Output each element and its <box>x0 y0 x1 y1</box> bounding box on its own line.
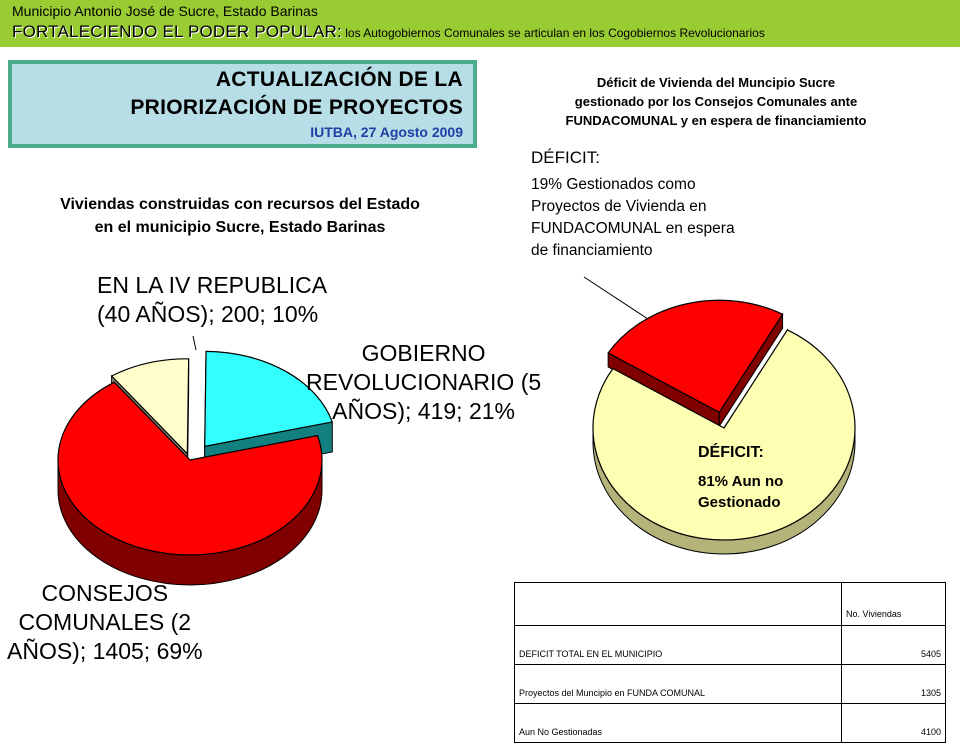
slice-label-iv-line-2: (40 AÑOS); 200; 10% <box>97 301 319 327</box>
pie-slice <box>204 350 334 448</box>
right-title-line-2: gestionado por los Consejos Comunales an… <box>574 94 858 109</box>
table-cell-label: DEFICIT TOTAL EN EL MUNICIPIO <box>514 625 842 665</box>
deficit-managed-line-2: Proyectos de Vivienda en <box>531 198 707 215</box>
deficit-table: No. Viviendas DEFICIT TOTAL EN EL MUNICI… <box>514 582 946 743</box>
table-cell-value: 4100 <box>841 703 946 743</box>
pie-slice <box>592 329 856 541</box>
pie-charts-svg <box>57 276 856 586</box>
table-cell-label: Aun No Gestionadas <box>514 703 842 743</box>
slice-label-cc-line-3: AÑOS); 1405; 69% <box>7 638 203 664</box>
title-box: ACTUALIZACIÓN DE LA PRIORIZACIÓN DE PROY… <box>8 60 477 148</box>
header-slogan: FORTALECIENDO EL PODER POPULAR: los Auto… <box>12 22 765 42</box>
header-bar: Municipio Antonio José de Sucre, Estado … <box>0 0 960 47</box>
slice-label-cc-line-1: CONSEJOS <box>41 580 169 606</box>
pie-slice <box>607 299 784 414</box>
deficit-managed-line-1: 19% Gestionados como <box>531 176 696 193</box>
right-pie-chart <box>592 299 856 555</box>
deficit-unmanaged-line-1: 81% Aun no <box>698 473 784 490</box>
table-cell-value: 1305 <box>841 664 946 704</box>
pie-slice <box>110 358 190 456</box>
right-title-line-1: Déficit de Vivienda del Muncipio Sucre <box>596 75 836 90</box>
title-line-2: PRIORIZACIÓN DE PROYECTOS <box>130 96 463 119</box>
deficit-managed-label: DÉFICIT: 19% Gestionados como Proyectos … <box>531 148 801 262</box>
slice-label-consejos: CONSEJOS COMUNALES (2 AÑOS); 1405; 69% <box>7 579 203 666</box>
table-header-row: No. Viviendas <box>514 582 946 626</box>
slice-label-gob-line-1: GOBIERNO <box>361 340 486 366</box>
header-slogan-rest: los Autogobiernos Comunales se articulan… <box>341 26 765 40</box>
slice-label-gobierno: GOBIERNO REVOLUCIONARIO (5 AÑOS); 419; 2… <box>306 339 541 426</box>
table-row: Proyectos del Muncipio en FUNDA COMUNAL … <box>514 664 946 704</box>
table-header-cell: No. Viviendas <box>841 582 946 626</box>
pie-slice <box>57 381 323 556</box>
slice-label-gob-line-2: REVOLUCIONARIO (5 <box>306 369 542 395</box>
slice-label-iv-line-1: EN LA IV REPUBLICA <box>97 272 328 298</box>
deficit-unmanaged-heading: DÉFICIT: <box>698 444 764 461</box>
header-slogan-strong: FORTALECIENDO EL PODER POPULAR: <box>12 22 342 41</box>
slice-label-cc-line-2: COMUNALES (2 <box>18 609 192 635</box>
right-chart-title: Déficit de Vivienda del Muncipio Sucre g… <box>516 73 916 130</box>
deficit-unmanaged-label: DÉFICIT: 81% Aun no Gestionado <box>698 444 783 513</box>
slice-label-iv-republica: EN LA IV REPUBLICA (40 AÑOS); 200; 10% <box>97 271 327 329</box>
table-row: DEFICIT TOTAL EN EL MUNICIPIO 5405 <box>514 625 946 665</box>
deficit-managed-line-3: FUNDACOMUNAL en espera <box>531 220 735 237</box>
slice-label-gob-line-3: AÑOS); 419; 21% <box>332 398 515 424</box>
iv-leader-line <box>192 335 197 351</box>
left-pie-chart <box>57 350 334 586</box>
left-title-line-1: Viviendas construidas con recursos del E… <box>60 196 420 213</box>
table-cell-value: 5405 <box>841 625 946 665</box>
deficit-managed-line-4: de financiamiento <box>531 242 653 259</box>
deficit-managed-heading: DÉFICIT: <box>531 148 600 167</box>
table-header-empty <box>514 582 842 626</box>
table-row: Aun No Gestionadas 4100 <box>514 703 946 743</box>
right-title-line-3: FUNDACOMUNAL y en espera de financiamien… <box>565 113 867 128</box>
left-title-line-2: en el municipio Sucre, Estado Barinas <box>94 219 386 236</box>
title-date: IUTBA, 27 Agosto 2009 <box>310 124 463 140</box>
table-cell-label: Proyectos del Muncipio en FUNDA COMUNAL <box>514 664 842 704</box>
title-line-1: ACTUALIZACIÓN DE LA <box>215 68 463 91</box>
header-municipality: Municipio Antonio José de Sucre, Estado … <box>12 3 318 19</box>
left-chart-title: Viviendas construidas con recursos del E… <box>20 193 460 239</box>
deficit-leader-line <box>583 276 649 320</box>
deficit-unmanaged-line-2: Gestionado <box>698 494 781 511</box>
